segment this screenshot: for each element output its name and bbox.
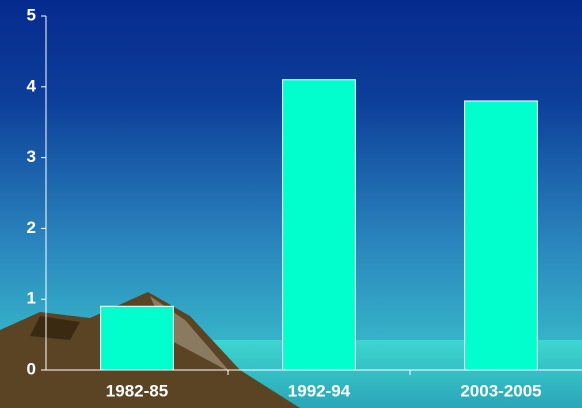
bar [282, 79, 356, 371]
y-tick-label: 2 [27, 218, 36, 237]
x-tick-label: 1982-85 [106, 381, 168, 400]
bar [464, 100, 538, 371]
mountain-shade [30, 316, 80, 340]
y-tick-label: 5 [27, 5, 36, 24]
y-tick-label: 3 [27, 147, 36, 166]
y-tick-label: 4 [27, 76, 37, 95]
y-tick-label: 1 [27, 289, 36, 308]
x-tick-label: 1992-94 [288, 381, 351, 400]
y-tick-label: 0 [27, 359, 36, 378]
bar [100, 305, 174, 371]
x-tick-label: 2003-2005 [460, 381, 541, 400]
